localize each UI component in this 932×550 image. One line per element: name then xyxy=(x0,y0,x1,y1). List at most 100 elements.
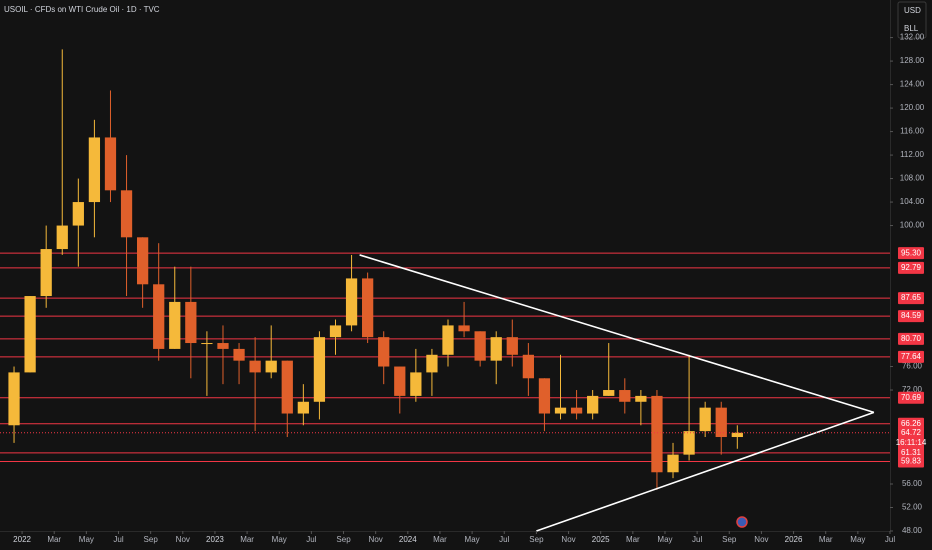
x-tick-label: Nov xyxy=(176,535,190,544)
level-label: 59.83 xyxy=(901,457,922,466)
y-tick-label: 52.00 xyxy=(902,503,923,512)
current-price-label: 64.72 xyxy=(901,428,922,437)
x-tick-label: May xyxy=(657,535,672,544)
candle-body xyxy=(217,343,229,349)
y-tick-label: 112.00 xyxy=(900,150,924,159)
candle-body xyxy=(490,337,502,361)
candle-body xyxy=(474,331,486,361)
candle-body xyxy=(40,249,52,297)
level-label-box xyxy=(898,350,924,363)
level-label: 70.69 xyxy=(901,393,922,402)
candle-body xyxy=(153,284,165,349)
x-tick-label: Mar xyxy=(433,535,447,544)
y-tick-label: 100.00 xyxy=(900,221,925,230)
candle-body xyxy=(378,337,390,367)
unit-button[interactable]: USD xyxy=(904,6,921,15)
candle-body xyxy=(329,325,342,338)
plot xyxy=(0,49,890,532)
x-tick-label: 2022 xyxy=(13,535,31,544)
candle-body xyxy=(120,190,133,238)
candle-body xyxy=(394,366,406,396)
x-tick-label: Sep xyxy=(144,535,159,544)
candle-body xyxy=(522,354,534,379)
x-tick-label: Jul xyxy=(885,535,895,544)
x-tick-label: 2023 xyxy=(206,535,224,544)
y-tick-label: 132.00 xyxy=(900,33,925,42)
candle-body xyxy=(169,301,181,349)
x-tick-label: 2026 xyxy=(785,535,803,544)
candle-body xyxy=(297,401,309,414)
candle-body xyxy=(683,431,695,455)
level-label-box xyxy=(898,417,924,430)
candle-body xyxy=(651,395,663,473)
candle-body xyxy=(56,225,68,250)
candle-body xyxy=(667,454,679,473)
level-label-box xyxy=(898,332,924,345)
candle-body xyxy=(442,325,454,355)
candle-body xyxy=(426,354,438,373)
level-label: 66.26 xyxy=(901,419,922,428)
trendline xyxy=(536,411,875,532)
level-label-box xyxy=(898,292,924,305)
x-tick-label: Mar xyxy=(240,535,254,544)
x-tick-label: May xyxy=(465,535,480,544)
candle-body xyxy=(313,337,326,402)
candle-body xyxy=(619,390,631,402)
y-tick-label: 116.00 xyxy=(900,127,924,136)
level-label: 87.65 xyxy=(901,293,922,302)
x-tick-label: Mar xyxy=(47,535,61,544)
x-tick-label: Sep xyxy=(722,535,737,544)
countdown-label: 16:11:14 xyxy=(896,438,927,447)
candle-body xyxy=(587,395,599,414)
y-tick-label: 72.00 xyxy=(902,385,923,394)
level-label-box xyxy=(898,391,924,404)
chart-title: USOIL · CFDs on WTI Crude Oil · 1D · TVC xyxy=(4,5,160,14)
candle-body xyxy=(458,325,470,332)
candle-body xyxy=(201,343,213,345)
candle-body xyxy=(104,137,117,191)
unit-panel[interactable] xyxy=(897,1,927,39)
trendline xyxy=(359,254,875,414)
x-tick-label: May xyxy=(850,535,865,544)
y-tick-label: 104.00 xyxy=(900,197,925,206)
candle-body xyxy=(603,390,615,396)
event-icon[interactable] xyxy=(736,516,748,528)
candle-body xyxy=(233,348,245,361)
level-label-box xyxy=(898,261,924,274)
x-tick-label: Jul xyxy=(499,535,509,544)
candle-body xyxy=(88,137,101,203)
current-price-box xyxy=(898,426,924,449)
level-label: 84.59 xyxy=(901,311,922,320)
x-tick-label: Mar xyxy=(819,535,833,544)
x-tick-label: Mar xyxy=(626,535,640,544)
candle-body xyxy=(345,278,358,326)
level-label: 92.79 xyxy=(901,263,922,272)
candle-body xyxy=(281,360,293,414)
candle-body xyxy=(635,395,647,402)
x-tick-label: May xyxy=(272,535,287,544)
level-label-box xyxy=(898,455,924,468)
candle-body xyxy=(506,337,518,355)
level-label: 95.30 xyxy=(901,248,922,257)
candle-body xyxy=(715,407,727,438)
candle-body xyxy=(410,372,422,396)
y-tick-label: 48.00 xyxy=(902,526,923,535)
candle-body xyxy=(570,407,583,414)
unit-button[interactable]: BLL xyxy=(904,24,919,33)
x-tick-label: Sep xyxy=(336,535,351,544)
candle-body xyxy=(249,360,261,373)
candle-body xyxy=(554,407,567,414)
x-tick-label: Jul xyxy=(692,535,702,544)
candle-body xyxy=(72,202,84,226)
y-tick-label: 124.00 xyxy=(900,80,925,89)
y-tick-label: 128.00 xyxy=(900,56,925,65)
y-tick-label: 56.00 xyxy=(902,479,923,488)
candle-body xyxy=(136,237,149,285)
level-label-box xyxy=(898,247,924,260)
level-label-box xyxy=(898,310,924,323)
candle-body xyxy=(24,296,36,373)
x-tick-label: 2024 xyxy=(399,535,417,544)
